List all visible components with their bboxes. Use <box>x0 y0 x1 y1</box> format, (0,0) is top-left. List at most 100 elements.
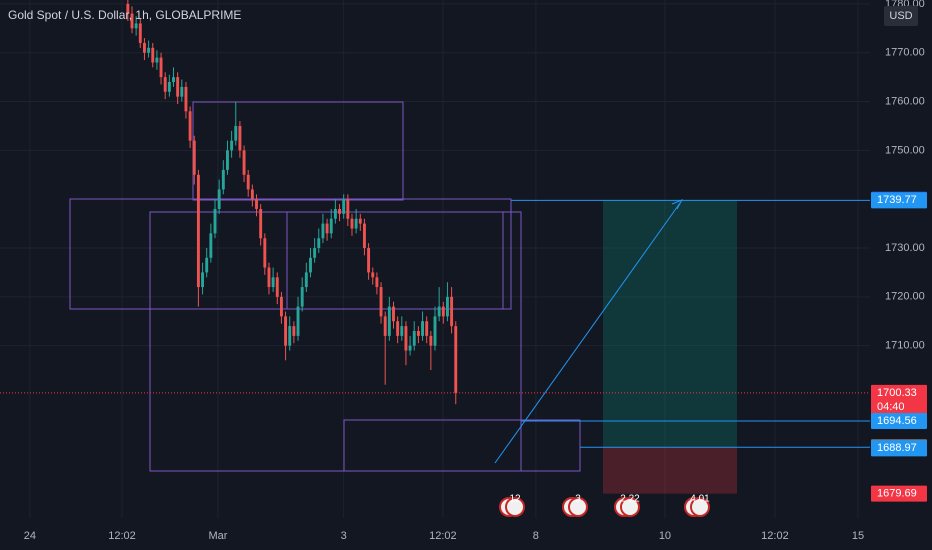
y-tick-label: 1730.00 <box>885 242 925 254</box>
candle-body <box>309 257 312 273</box>
candle-body <box>230 140 234 151</box>
candle-body <box>217 189 221 209</box>
candle-body <box>130 13 134 29</box>
candle-body <box>246 174 250 190</box>
candle-body <box>300 287 304 307</box>
candle-body <box>279 296 283 317</box>
candle-body <box>184 86 188 112</box>
candle-body <box>151 47 155 63</box>
candle-body <box>188 111 192 141</box>
candle-body <box>271 277 275 288</box>
candle-body <box>450 296 454 327</box>
chart-title: Gold Spot / U.S. Dollar, 1h, GLOBALPRIME <box>8 8 241 22</box>
candle-body <box>437 306 441 317</box>
currency-box <box>884 6 918 26</box>
target-zone <box>603 200 737 448</box>
candle-body <box>138 23 142 43</box>
arrow-line <box>494 202 681 464</box>
candle-body <box>155 57 159 63</box>
candle-body <box>412 331 416 346</box>
candles <box>126 0 458 405</box>
candle-body <box>429 335 433 346</box>
candle-body <box>172 77 175 83</box>
candle-body <box>292 326 296 336</box>
candle-body <box>234 125 238 141</box>
candle-body <box>242 150 246 175</box>
candle-body <box>142 42 146 53</box>
zone-box <box>343 419 581 472</box>
candle-body <box>325 223 329 234</box>
event-icon <box>568 497 588 517</box>
candle-body <box>433 316 437 346</box>
x-tick-label: 12:02 <box>429 530 457 542</box>
candle-body <box>445 296 449 317</box>
event-icon <box>620 497 640 517</box>
stop-zone <box>603 447 737 494</box>
candle-body <box>205 257 209 273</box>
candle-body <box>421 321 425 336</box>
candle-body <box>354 218 358 229</box>
candle-body <box>350 218 354 229</box>
price-label: 1694.56 <box>877 415 917 427</box>
event-count: 2 22 <box>620 494 640 505</box>
candle-body <box>342 199 346 214</box>
candle-body <box>267 267 271 288</box>
candle-body <box>263 238 267 268</box>
candle-body <box>454 326 458 393</box>
currency: USD <box>889 10 912 22</box>
candle-body <box>329 218 333 234</box>
x-tick-label: 12:02 <box>761 530 789 542</box>
price-countdown: 04:40 <box>877 401 905 413</box>
candle-body <box>167 82 171 92</box>
candle-body <box>126 3 130 14</box>
position-tool <box>0 199 870 494</box>
price-label-box <box>871 485 927 502</box>
y-tick-label: 1710.00 <box>885 340 925 352</box>
x-tick-label: 24 <box>24 530 36 542</box>
candle-body <box>321 223 325 239</box>
candle-body <box>209 233 213 258</box>
candle-body <box>408 345 412 351</box>
candle-body <box>275 277 279 297</box>
x-tick-label: 12:02 <box>108 530 136 542</box>
x-tick-label: 3 <box>341 530 347 542</box>
axes: 1710.00 1720.00 1730.00 1750.00 1760.00 1770.… <box>24 0 927 542</box>
candle-body <box>317 238 321 249</box>
candle-body <box>259 208 263 239</box>
candle-body <box>213 208 217 234</box>
candle-body <box>288 326 292 346</box>
candle-body <box>238 125 242 151</box>
candle-body <box>333 208 337 219</box>
event-count: 12 <box>509 494 521 505</box>
event-icon <box>690 497 710 517</box>
candle-body <box>284 316 288 346</box>
event-icon <box>505 497 525 517</box>
candle-body <box>400 326 404 336</box>
candle-body <box>196 174 200 288</box>
arrow-head <box>671 199 684 210</box>
price-label: 1700.33 <box>877 387 917 399</box>
x-tick-label: 10 <box>659 530 671 542</box>
candle-body <box>346 199 350 219</box>
event-count: 4 01 <box>690 494 710 505</box>
price-label: 1688.97 <box>877 442 917 454</box>
price-label: 1739.77 <box>877 194 917 206</box>
x-tick-label: 15 <box>852 530 864 542</box>
y-tick-label: 1770.00 <box>885 47 925 59</box>
candle-body <box>383 316 387 336</box>
y-tick-label: 1750.00 <box>885 144 925 156</box>
candle-body <box>159 57 163 78</box>
x-tick-label: 8 <box>533 530 539 542</box>
candle-body <box>147 47 151 53</box>
candle-body <box>176 77 180 97</box>
event-count: 3 <box>575 494 581 505</box>
candle-body <box>134 23 138 29</box>
candle-body <box>226 150 229 170</box>
candle-body <box>358 218 362 224</box>
candle-body <box>250 189 254 200</box>
candle-body <box>441 306 445 317</box>
candle-body <box>425 321 429 336</box>
candle-body <box>313 248 317 258</box>
